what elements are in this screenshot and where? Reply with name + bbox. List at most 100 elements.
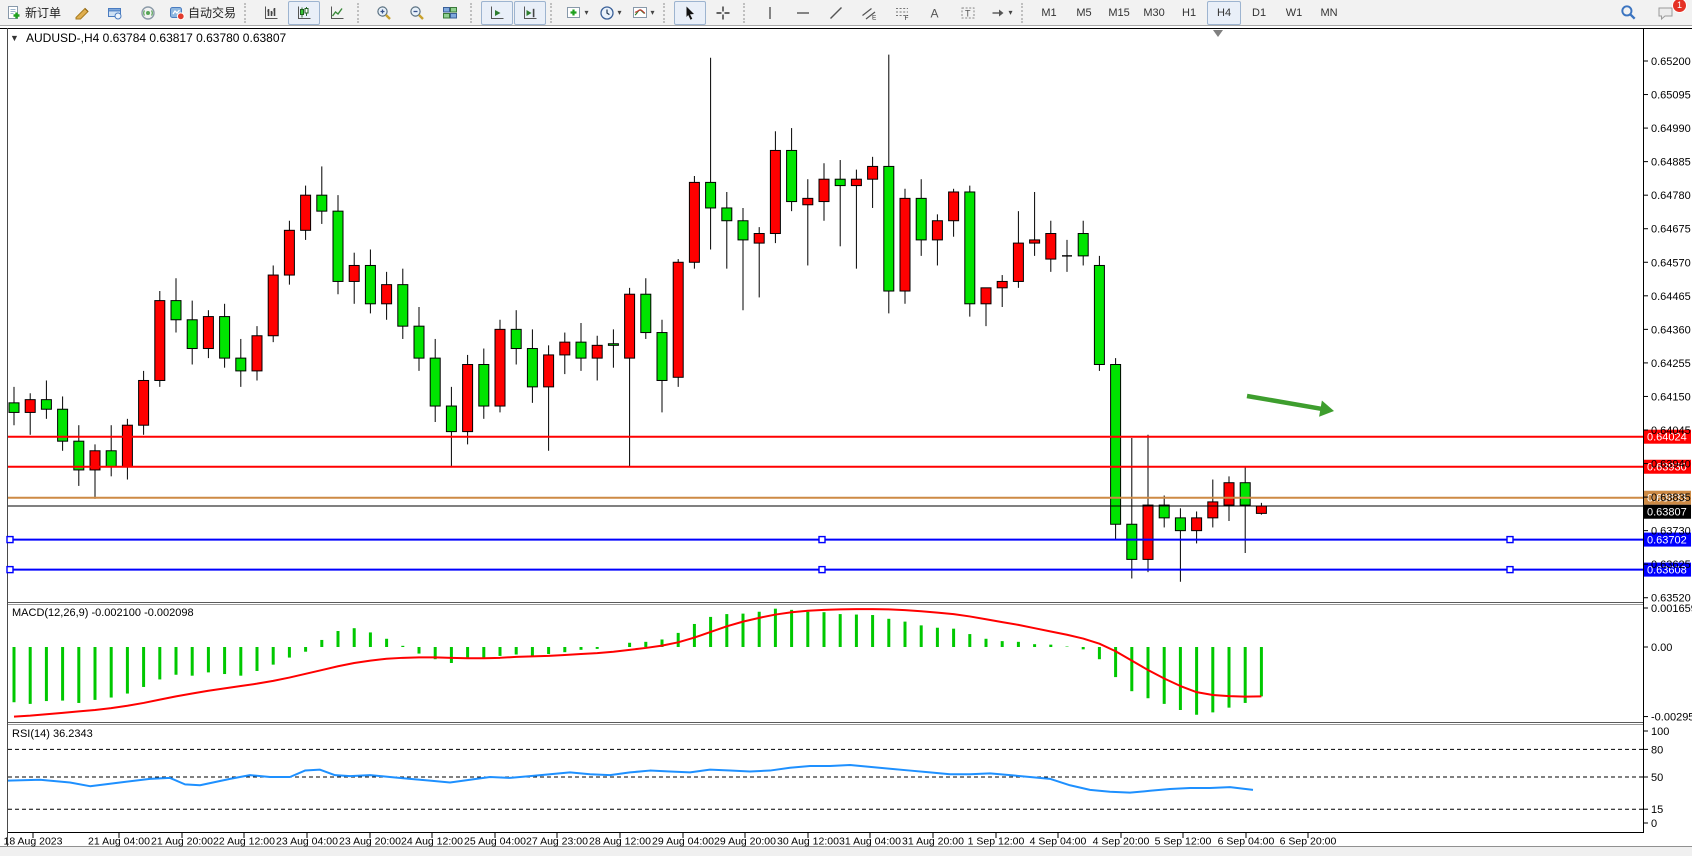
time-tick-label: 4 Sep 20:00 — [1093, 836, 1150, 848]
horizontal-line-button[interactable] — [787, 1, 819, 25]
arrows-button[interactable]: ▾ — [985, 1, 1017, 25]
templates-dropdown-caret: ▾ — [650, 8, 655, 17]
rsi-layer: 100 80 50 15 0 — [7, 726, 1669, 830]
candle-body — [640, 293, 652, 334]
vertical-line-icon — [762, 5, 778, 21]
hline-handle[interactable] — [1506, 565, 1514, 574]
rsi-axis-label: 0 — [1651, 818, 1657, 830]
candle-body — [575, 341, 587, 359]
auto-scroll-button[interactable] — [481, 0, 514, 25]
hline-handle[interactable] — [818, 565, 826, 574]
chart-collapse-arrow-icon[interactable]: ▼ — [10, 33, 19, 43]
chart-shift-button[interactable] — [514, 0, 547, 25]
candle-body — [1077, 233, 1089, 257]
candle-body — [948, 191, 960, 222]
tile-windows-button[interactable] — [434, 1, 466, 25]
candle-body — [543, 354, 555, 388]
price-label-text: 0.63702 — [1647, 535, 1687, 547]
candle-body — [688, 181, 700, 263]
candle-body — [186, 319, 198, 350]
equidistant-channel-button[interactable]: E — [853, 1, 885, 25]
macd-axis-label: 0.001659 — [1651, 603, 1692, 615]
timeframe-mn-button[interactable]: MN — [1320, 6, 1338, 19]
candle-body — [1174, 517, 1186, 532]
new-order-button[interactable]: 新订单 — [2, 1, 65, 25]
trendline-button[interactable] — [820, 1, 852, 25]
candle-body — [1255, 505, 1267, 514]
cursor-button[interactable] — [674, 0, 707, 25]
line-chart-button[interactable] — [321, 1, 353, 25]
timeframe-w1-button[interactable]: W1 — [1285, 6, 1303, 19]
vertical-line-button[interactable] — [754, 1, 786, 25]
search-button[interactable] — [1612, 1, 1644, 25]
timeframe-h1-button[interactable]: H1 — [1182, 6, 1197, 19]
bar-chart-button[interactable] — [255, 1, 287, 25]
timeframe-m5-button[interactable]: M5 — [1076, 6, 1092, 19]
styler-button[interactable] — [66, 1, 98, 25]
price-label-box — [1644, 429, 1691, 444]
text-button[interactable]: A — [919, 1, 951, 25]
crosshair-button[interactable] — [707, 1, 739, 25]
candle-body — [8, 402, 20, 413]
hline-handle[interactable] — [818, 535, 826, 544]
time-tick-label: 21 Aug 20:00 — [151, 836, 213, 848]
clock-icon — [599, 5, 615, 21]
terminal-icon — [107, 5, 123, 21]
trend-arrow-head[interactable] — [1319, 400, 1334, 417]
notifications-button[interactable]: 1 — [1650, 0, 1687, 25]
time-tick-label: 24 Aug 12:00 — [401, 836, 463, 848]
signal-icon — [140, 5, 156, 21]
zoom-in-button[interactable] — [368, 1, 400, 25]
price-label-text: 0.63930 — [1647, 462, 1687, 474]
candle-body — [591, 344, 603, 359]
candlestick-chart-button[interactable] — [288, 0, 321, 25]
price-tick-label: 0.64465 — [1651, 291, 1691, 303]
price-tick-label: 0.64255 — [1651, 358, 1691, 370]
candle-body — [413, 325, 425, 359]
trend-arrow[interactable] — [1246, 393, 1325, 412]
autotrading-button[interactable]: 自动交易 — [165, 1, 240, 25]
price-label-box — [1644, 459, 1691, 474]
candle-body — [1126, 523, 1138, 560]
timeframe-m1-button[interactable]: M1 — [1041, 6, 1057, 19]
terminal-button[interactable] — [99, 1, 131, 25]
hline-handle[interactable] — [6, 565, 14, 574]
candle-body — [364, 264, 376, 305]
price-label-box — [1644, 490, 1691, 505]
candle-body — [753, 233, 765, 244]
price-label-text: 0.63833 — [1647, 493, 1687, 505]
candle-body — [1029, 239, 1041, 244]
toolbar-separator — [244, 2, 251, 23]
price-tick-label: 0.64150 — [1651, 391, 1691, 403]
price-label-box — [1644, 532, 1691, 547]
indicators-button[interactable]: ▾ — [561, 1, 593, 25]
periods-button[interactable]: ▾ — [594, 1, 626, 25]
toolbar-separator — [357, 2, 364, 23]
price-tick-label: 0.63835 — [1651, 492, 1691, 504]
text-icon: A — [927, 5, 943, 21]
text-label-button[interactable]: T — [952, 1, 984, 25]
svg-text:T: T — [965, 8, 971, 18]
time-tick-label: 5 Sep 12:00 — [1155, 836, 1212, 848]
templates-button[interactable]: ▾ — [627, 1, 659, 25]
timeframe-m30-button[interactable]: M30 — [1143, 6, 1165, 19]
templates-icon — [632, 5, 648, 21]
hlines-layer: 0.64024 0.63930 0.63833 0.63807 0.63702 0.636… — [6, 429, 1691, 577]
time-tick-label: 29 Aug 04:00 — [652, 836, 714, 848]
chart-shift-marker-icon[interactable] — [1213, 30, 1223, 37]
candle-body — [267, 274, 279, 337]
timeframe-h4-button[interactable]: H4 — [1207, 0, 1242, 25]
price-tick-label: 0.64570 — [1651, 257, 1691, 269]
zoom-out-button[interactable] — [401, 1, 433, 25]
signal-button[interactable] — [132, 1, 164, 25]
price-tick-label: 0.63730 — [1651, 526, 1691, 538]
fibonacci-button[interactable]: F — [886, 1, 918, 25]
price-tick-label: 0.63625 — [1651, 559, 1691, 571]
hline-handle[interactable] — [1506, 535, 1514, 544]
time-tick-label: 4 Sep 04:00 — [1030, 836, 1087, 848]
timeframe-m15-button[interactable]: M15 — [1108, 6, 1130, 19]
timeframe-d1-button[interactable]: D1 — [1252, 6, 1267, 19]
hline-handle[interactable] — [6, 535, 14, 544]
